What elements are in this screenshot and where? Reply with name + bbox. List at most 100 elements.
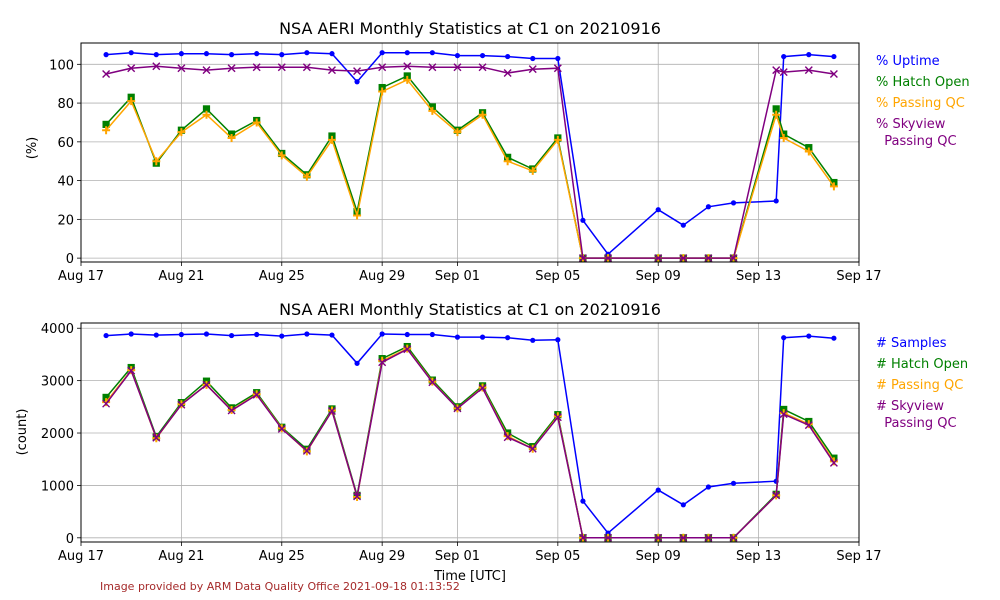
chart-title-percent: NSA AERI Monthly Statistics at C1 on 202… (279, 19, 661, 38)
data-point (555, 55, 561, 62)
y-tick-label: 40 (57, 175, 74, 190)
legend-entry: % Passing QC (876, 96, 965, 111)
data-point (704, 254, 713, 263)
data-point (327, 66, 336, 75)
data-point (302, 446, 311, 455)
data-point (479, 334, 486, 340)
data-point (705, 484, 712, 490)
data-point (153, 52, 159, 58)
legend-entry: # Passing QC (876, 378, 963, 393)
data-point (103, 52, 109, 58)
series-line (105, 78, 835, 259)
data-point (353, 492, 362, 501)
percent-chart-panel: NSA AERI Monthly Statistics at C1 on 202… (25, 19, 970, 284)
footer-credit: Image provided by ARM Data Quality Offic… (100, 580, 460, 593)
series-1 (102, 342, 838, 542)
data-point (254, 331, 260, 338)
series-3 (102, 62, 838, 263)
data-point (604, 254, 613, 263)
data-point (654, 254, 663, 263)
data-point (806, 333, 812, 339)
data-point (478, 110, 487, 119)
data-point (729, 533, 738, 542)
x-tick-label: Sep 09 (636, 549, 681, 564)
data-point (327, 135, 336, 144)
legend-entry: % Hatch Open (876, 75, 970, 90)
series-line (106, 51, 834, 256)
x-tick-label: Aug 21 (158, 549, 204, 564)
data-point (304, 50, 310, 56)
y-tick-label: 60 (57, 136, 74, 151)
data-point (804, 147, 813, 156)
data-point (102, 398, 111, 407)
series-1 (102, 72, 838, 262)
data-point (429, 331, 435, 338)
data-point (102, 393, 110, 401)
data-point (277, 151, 286, 160)
data-point (228, 332, 235, 339)
data-point (804, 66, 813, 75)
series-0 (103, 331, 837, 536)
data-point (453, 63, 462, 72)
legend-entry: # Samples (876, 336, 947, 351)
data-point (428, 106, 437, 115)
data-point (503, 433, 512, 442)
data-point (578, 254, 587, 263)
data-point (152, 62, 161, 71)
data-point (404, 331, 410, 338)
y-tick-label: 100 (49, 58, 74, 73)
legend-label-line: % Hatch Open (876, 75, 970, 90)
x-tick-label: Aug 17 (58, 549, 104, 564)
data-point (252, 390, 261, 399)
y-tick-label: 0 (66, 532, 74, 547)
data-point (772, 105, 780, 113)
data-point (773, 198, 779, 204)
data-point (327, 407, 336, 416)
data-point (353, 67, 362, 76)
data-point (428, 378, 437, 387)
data-point (478, 63, 487, 72)
x-tick-label: Aug 25 (259, 269, 305, 284)
y-tick-label: 2000 (41, 427, 74, 442)
series-2 (102, 75, 838, 263)
data-point (378, 358, 387, 367)
data-point (252, 118, 261, 127)
data-point (128, 50, 134, 56)
data-point (772, 491, 781, 500)
data-point (781, 335, 787, 341)
data-point (178, 51, 184, 57)
data-point (302, 63, 311, 72)
data-point (655, 207, 661, 213)
data-point (177, 400, 186, 409)
legend-label-line: # Passing QC (876, 378, 963, 393)
y-axis-label-percent: (%) (25, 137, 40, 160)
data-point (580, 217, 586, 223)
legend-entry: # Skyview Passing QC (876, 399, 957, 431)
data-point (202, 380, 211, 389)
data-point (202, 66, 211, 75)
data-point (403, 62, 412, 71)
data-point (505, 335, 511, 341)
chart-title-count: NSA AERI Monthly Statistics at C1 on 202… (279, 300, 661, 319)
data-point (403, 345, 412, 354)
grid (81, 43, 859, 262)
data-point (102, 120, 110, 128)
data-point (103, 332, 109, 339)
data-point (528, 166, 537, 175)
axes-frame (80, 42, 860, 263)
data-point (403, 75, 412, 84)
data-point (404, 50, 410, 56)
data-point (772, 110, 781, 119)
data-point (829, 182, 838, 191)
data-point (354, 79, 360, 85)
data-point (730, 200, 737, 206)
x-tick-label: Aug 29 (359, 269, 405, 284)
data-point (102, 399, 111, 408)
data-point (177, 64, 186, 73)
y-tick-label: 0 (66, 252, 74, 267)
data-point (178, 331, 184, 338)
legend-entry: % Skyview Passing QC (876, 117, 957, 149)
x-tick-label: Sep 01 (435, 269, 480, 284)
data-point (102, 70, 111, 79)
